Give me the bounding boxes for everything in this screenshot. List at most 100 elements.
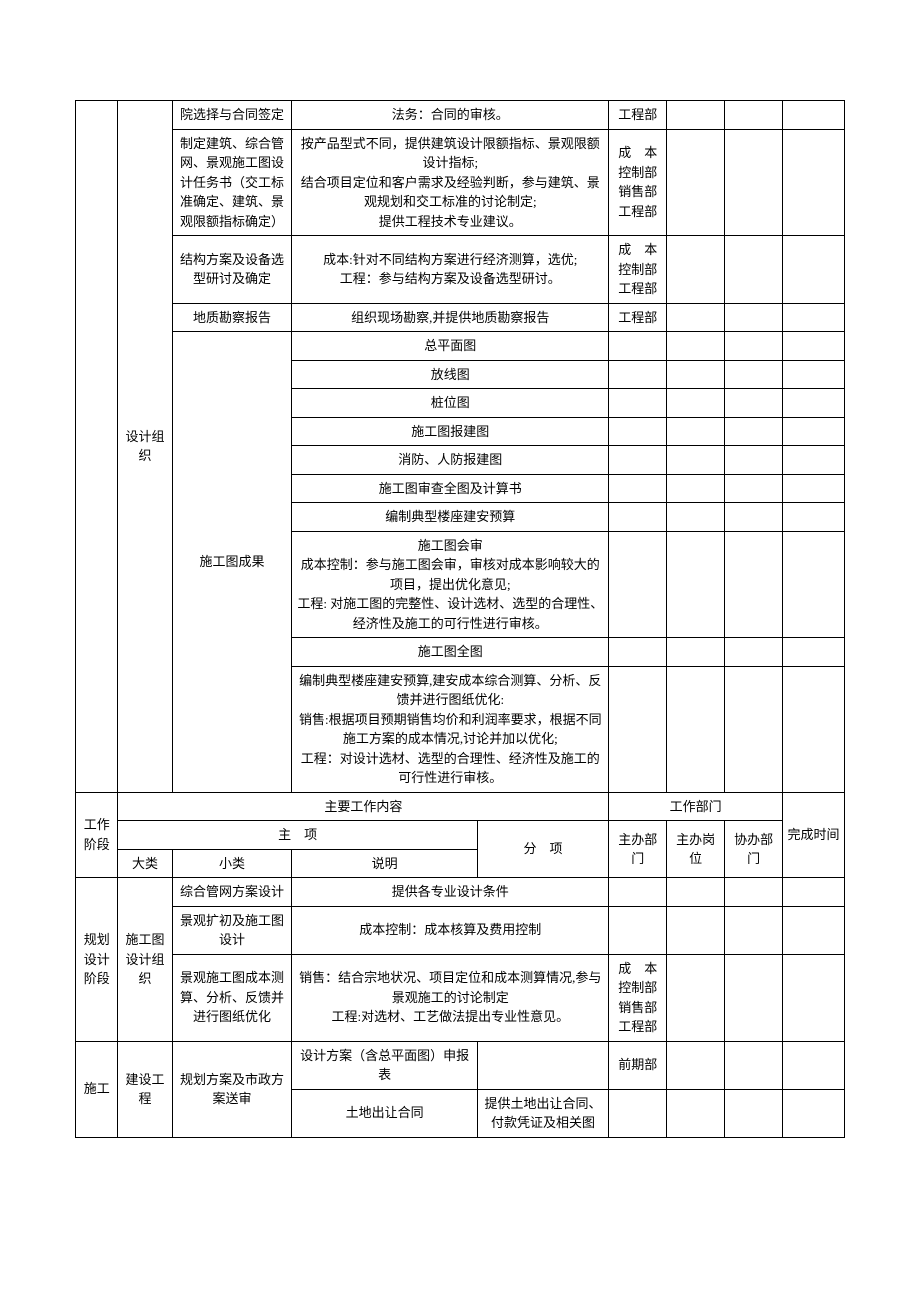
cell xyxy=(667,303,725,332)
cell: 施工图会审成本控制：参与施工图会审，审核对成本影响较大的项目，提出优化意见;工程… xyxy=(292,531,609,638)
cell: 销售：结合宗地状况、项目定位和成本测算情况,参与景观施工的讨论制定工程:对选材、… xyxy=(292,954,609,1041)
cell xyxy=(725,638,783,667)
cell xyxy=(667,1041,725,1089)
cell: 景观扩初及施工图设计 xyxy=(172,906,292,954)
cell xyxy=(783,1089,845,1137)
cell xyxy=(609,638,667,667)
cell: 放线图 xyxy=(292,360,609,389)
cell xyxy=(667,474,725,503)
cell xyxy=(783,503,845,532)
cell: 提供土地出让合同、付款凭证及相关图 xyxy=(477,1089,608,1137)
cell: 设计方案（含总平面图）申报表 xyxy=(292,1041,477,1089)
cell: 施工图成果 xyxy=(172,332,292,793)
cell xyxy=(783,332,845,361)
cell xyxy=(609,666,667,792)
cell xyxy=(609,474,667,503)
cell xyxy=(609,503,667,532)
cell xyxy=(609,878,667,907)
cell: 成 本控制部销售部工程部 xyxy=(609,954,667,1041)
cell xyxy=(725,101,783,130)
cell: 成 本控制部销售部工程部 xyxy=(609,129,667,236)
cell: 桩位图 xyxy=(292,389,609,418)
cell xyxy=(725,906,783,954)
cell xyxy=(783,389,845,418)
document-table: 设计组织院选择与合同签定法务：合同的审核。工程部 制定建筑、综合管网、景观施工图设… xyxy=(75,100,845,1138)
cell xyxy=(783,666,845,792)
cell xyxy=(609,906,667,954)
cell xyxy=(609,332,667,361)
cell: 消防、人防报建图 xyxy=(292,446,609,475)
cell: 编制典型楼座建安预算,建安成本综合测算、分析、反馈并进行图纸优化:销售:根据项目… xyxy=(292,666,609,792)
cell xyxy=(667,503,725,532)
cell xyxy=(667,236,725,304)
cell: 成 本控制部工程部 xyxy=(609,236,667,304)
cell xyxy=(783,303,845,332)
cell: 大类 xyxy=(118,849,172,878)
cell: 地质勘察报告 xyxy=(172,303,292,332)
cell: 主办岗位 xyxy=(667,821,725,878)
cell: 制定建筑、综合管网、景观施工图设计任务书（交工标准确定、建筑、景观限额指标确定） xyxy=(172,129,292,236)
cell xyxy=(609,417,667,446)
cell xyxy=(783,101,845,130)
cell: 施工图全图 xyxy=(292,638,609,667)
cell xyxy=(477,1041,608,1089)
cell: 提供各专业设计条件 xyxy=(292,878,609,907)
cell xyxy=(725,954,783,1041)
cell: 成本:针对不同结构方案进行经济测算，选优;工程：参与结构方案及设备选型研讨。 xyxy=(292,236,609,304)
cell xyxy=(667,954,725,1041)
cell: 法务：合同的审核。 xyxy=(292,101,609,130)
cell: 结构方案及设备选型研讨及确定 xyxy=(172,236,292,304)
cell xyxy=(725,129,783,236)
cell: 完成时间 xyxy=(783,792,845,878)
cell xyxy=(725,236,783,304)
cell: 按产品型式不同，提供建筑设计限额指标、景观限额设计指标;结合项目定位和客户需求及… xyxy=(292,129,609,236)
cell xyxy=(783,474,845,503)
cell xyxy=(783,360,845,389)
cell xyxy=(725,332,783,361)
cell xyxy=(667,389,725,418)
cell: 施工图审查全图及计算书 xyxy=(292,474,609,503)
cell: 组织现场勘察,并提供地质勘察报告 xyxy=(292,303,609,332)
cell: 设计组织 xyxy=(118,101,172,793)
cell: 前期部 xyxy=(609,1041,667,1089)
cell xyxy=(725,417,783,446)
cell: 综合管网方案设计 xyxy=(172,878,292,907)
cell: 规划设计阶段 xyxy=(76,878,118,1042)
cell xyxy=(667,878,725,907)
cell xyxy=(783,1041,845,1089)
cell xyxy=(667,101,725,130)
cell: 主 项 xyxy=(118,821,477,850)
cell xyxy=(725,531,783,638)
cell: 成本控制：成本核算及费用控制 xyxy=(292,906,609,954)
cell xyxy=(609,446,667,475)
cell xyxy=(783,638,845,667)
cell xyxy=(667,1089,725,1137)
cell xyxy=(667,129,725,236)
cell xyxy=(609,360,667,389)
cell: 工作部门 xyxy=(609,792,783,821)
cell xyxy=(725,474,783,503)
cell xyxy=(783,417,845,446)
cell xyxy=(783,954,845,1041)
cell: 说明 xyxy=(292,849,477,878)
cell xyxy=(725,1089,783,1137)
cell: 景观施工图成本测算、分析、反馈并进行图纸优化 xyxy=(172,954,292,1041)
cell xyxy=(667,531,725,638)
cell: 主要工作内容 xyxy=(118,792,609,821)
cell xyxy=(667,446,725,475)
cell: 工作阶段 xyxy=(76,792,118,878)
cell xyxy=(725,446,783,475)
cell xyxy=(783,878,845,907)
cell: 工程部 xyxy=(609,303,667,332)
cell xyxy=(667,906,725,954)
cell: 编制典型楼座建安预算 xyxy=(292,503,609,532)
cell xyxy=(783,531,845,638)
cell xyxy=(725,1041,783,1089)
cell: 院选择与合同签定 xyxy=(172,101,292,130)
cell: 规划方案及市政方案送审 xyxy=(172,1041,292,1137)
cell: 总平面图 xyxy=(292,332,609,361)
cell xyxy=(609,389,667,418)
cell xyxy=(783,906,845,954)
cell xyxy=(725,360,783,389)
cell: 主办部门 xyxy=(609,821,667,878)
